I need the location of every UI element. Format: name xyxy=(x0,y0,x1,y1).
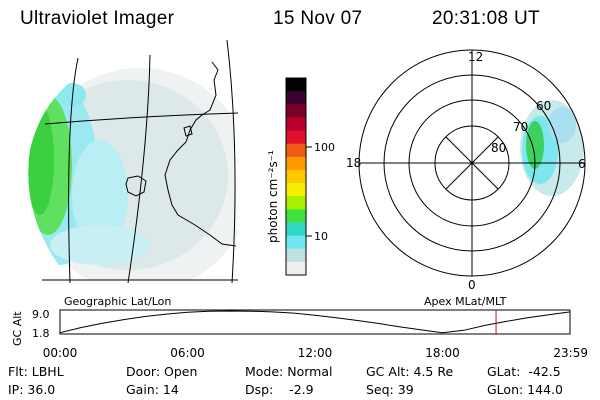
colorbar-cell xyxy=(286,183,306,197)
altitude-ytick-bottom: 1.8 xyxy=(32,327,50,340)
altitude-xtick-label: 00:00 xyxy=(43,346,78,360)
colorbar-cell xyxy=(286,235,306,250)
altitude-xtick-label: 18:00 xyxy=(425,346,460,360)
info-gc-alt: GC Alt: 4.5 Re xyxy=(366,364,454,379)
colorbar-cell xyxy=(286,248,306,263)
altitude-frame xyxy=(59,309,571,335)
date-label: 15 Nov 07 xyxy=(273,8,363,29)
colorbar-frame xyxy=(285,77,307,276)
polar-plot: 12 18 6 0 60 70 80 xyxy=(346,49,586,292)
colorbar-tick-label-10: 10 xyxy=(314,230,328,243)
colorbar-cell xyxy=(286,196,306,210)
colorbar-cell xyxy=(286,117,306,132)
info-seq: Seq: 39 xyxy=(366,382,414,397)
mlt-label-6: 6 xyxy=(578,157,586,171)
lat-label-60: 60 xyxy=(536,99,551,113)
colorbar-cell xyxy=(286,78,306,92)
colorbar-cell xyxy=(286,130,306,145)
mlt-label-0: 0 xyxy=(468,278,476,292)
info-glon: GLon: 144.0 xyxy=(487,382,563,397)
time-label: 20:31:08 UT xyxy=(432,8,540,29)
info-dsp: Dsp: -2.9 xyxy=(245,382,314,397)
colorbar-cell xyxy=(286,104,306,118)
mlt-label-12: 12 xyxy=(468,50,483,64)
altitude-xtick-label: 06:00 xyxy=(170,346,205,360)
info-filter: Flt: LBHL xyxy=(8,364,64,379)
info-door: Door: Open xyxy=(126,364,198,379)
altitude-ytick-top: 9.0 xyxy=(32,308,50,321)
altitude-panel: Geographic Lat/Lon Apex MLat/MLT GC Alt … xyxy=(11,295,588,360)
colorbar-cell xyxy=(286,91,306,105)
geographic-image xyxy=(28,39,239,284)
panel-left-title: Geographic Lat/Lon xyxy=(64,295,171,308)
colorbar-cell xyxy=(286,209,306,223)
info-mode: Mode: Normal xyxy=(245,364,333,379)
altitude-xtick-label: 23:59 xyxy=(553,346,588,360)
colorbar-cell xyxy=(286,222,306,237)
panel-right-title: Apex MLat/MLT xyxy=(424,295,507,308)
colorbar-unit-label: photon cm⁻²s⁻¹ xyxy=(266,150,280,243)
lat-label-80: 80 xyxy=(491,141,506,155)
colorbar-tick-label-100: 100 xyxy=(314,141,335,154)
colorbar-cell xyxy=(286,261,306,276)
altitude-xticks: 00:00 06:00 12:00 18:00 23:59 xyxy=(43,346,588,360)
colorbar-cells xyxy=(286,78,306,276)
info-gain: Gain: 14 xyxy=(126,382,179,397)
colorbar-cell xyxy=(286,143,306,158)
altitude-series-line xyxy=(59,310,571,334)
lat-label-70: 70 xyxy=(513,120,528,134)
colorbar-cell xyxy=(286,169,306,184)
altitude-ylabel: GC Alt xyxy=(11,311,24,346)
colorbar: 100 10 photon cm⁻²s⁻¹ xyxy=(266,77,335,276)
info-ip: IP: 36.0 xyxy=(8,382,56,397)
instrument-title: Ultraviolet Imager xyxy=(20,8,175,29)
colorbar-cell xyxy=(286,156,306,171)
mlt-label-18: 18 xyxy=(346,156,361,170)
altitude-xtick-label: 12:00 xyxy=(298,346,333,360)
info-glat: GLat: -42.5 xyxy=(487,364,561,379)
